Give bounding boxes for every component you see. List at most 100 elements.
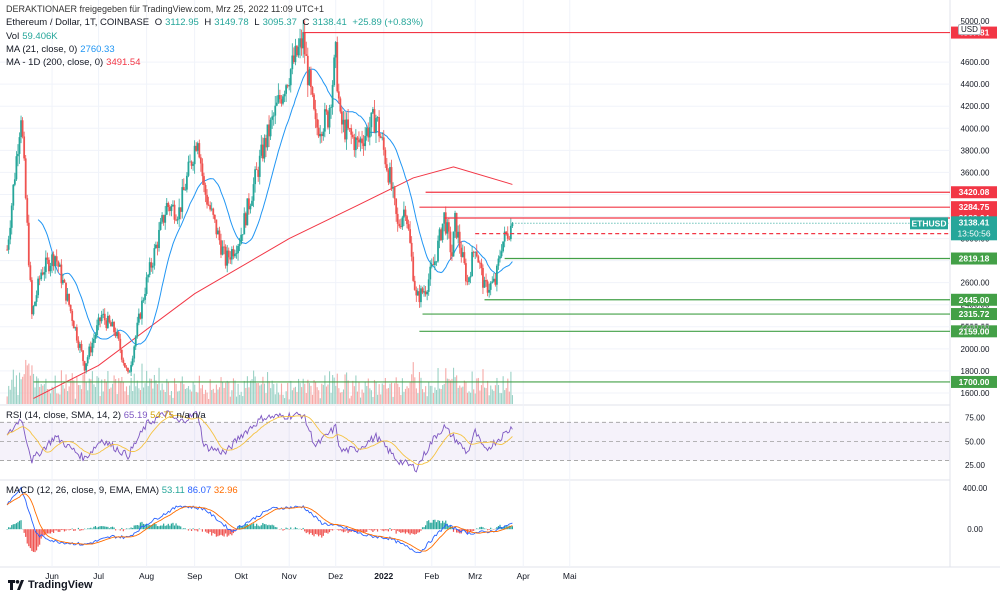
candle-body	[345, 119, 348, 140]
ma200-label[interactable]: MA - 1D (200, close, 0)	[6, 57, 104, 68]
currency-badge[interactable]: USD	[958, 24, 981, 35]
macd-histogram-bar	[438, 520, 441, 530]
rsi-value: 65.19	[123, 410, 148, 421]
macd-histogram-bar	[195, 529, 197, 531]
volume-bar	[274, 394, 276, 404]
macd-histogram-bar	[173, 525, 176, 530]
macd-histogram-bar	[79, 529, 81, 531]
macd-histogram-bar	[471, 529, 473, 532]
volume-bar	[422, 389, 424, 404]
candle-body	[308, 70, 311, 86]
candle-body	[48, 259, 50, 272]
candle-body	[347, 119, 349, 129]
candle-body	[161, 215, 163, 222]
time-tick-label: Apr	[517, 571, 530, 581]
candle-body	[187, 161, 190, 176]
candle-body	[316, 119, 318, 128]
volume-bar	[465, 382, 467, 404]
candle-body	[220, 240, 222, 255]
candle-body	[165, 202, 168, 215]
candle-body	[156, 244, 159, 249]
volume-bar	[377, 394, 379, 404]
macd-histogram-bar	[252, 523, 255, 530]
ma21-label[interactable]: MA (21, close, 0)	[6, 44, 78, 55]
macd-histogram-bar	[386, 529, 388, 531]
candle-body	[49, 265, 52, 272]
candle-body	[496, 265, 498, 285]
volume-bar	[459, 385, 461, 404]
candle-body	[86, 357, 89, 364]
volume-bar	[370, 390, 372, 404]
macd-histogram-bar	[136, 525, 138, 530]
rsi-label[interactable]: RSI (14, close, SMA, 14, 2)	[6, 410, 122, 421]
candle-body	[331, 85, 334, 108]
candle-body	[68, 293, 70, 305]
candle-body	[367, 127, 370, 138]
candle-body	[300, 38, 303, 49]
macd-histogram-bar	[101, 526, 103, 530]
macd-histogram-bar	[434, 519, 436, 530]
candle-body	[449, 231, 452, 253]
volume-bar	[296, 391, 298, 404]
candle-body	[393, 186, 396, 199]
volume-bar	[451, 378, 453, 404]
vol-label[interactable]: Vol	[6, 31, 20, 42]
volume-bar	[37, 378, 39, 404]
candle-body	[175, 219, 177, 221]
macd-histogram-bar	[490, 527, 492, 530]
volume-bar	[174, 378, 176, 404]
volume-bar	[411, 374, 413, 404]
volume-bar	[287, 382, 289, 404]
volume-bar	[497, 385, 500, 404]
macd-histogram-bar	[383, 529, 385, 532]
volume-bar	[369, 388, 371, 404]
volume-bar	[73, 380, 75, 404]
candle-body	[452, 231, 455, 257]
macd-label[interactable]: MACD (12, 26, close, 9, EMA, EMA)	[6, 485, 160, 496]
macd-histogram-bar	[287, 528, 289, 530]
symbol-label[interactable]: Ethereum / Dollar, 1T, COINBASE	[6, 17, 150, 28]
macd-histogram-bar	[177, 525, 179, 530]
ohlc-header: Ethereum / Dollar, 1T, COINBASE O 3112.95…	[6, 17, 426, 29]
volume-bar	[307, 379, 309, 404]
volume-bar	[355, 375, 357, 404]
macd-histogram-bar	[6, 529, 8, 530]
candle-body	[234, 253, 236, 257]
candle-body	[199, 157, 202, 164]
tradingview-logo[interactable]: TradingView	[8, 579, 93, 591]
candle-body	[426, 291, 429, 295]
open-label: O	[154, 17, 163, 28]
candle-body	[280, 99, 283, 104]
volume-bar	[121, 376, 123, 404]
macd-histogram-bar	[249, 525, 252, 530]
macd-histogram-bar	[37, 529, 39, 547]
macd-histogram-bar	[263, 524, 265, 530]
volume-bar	[228, 381, 230, 404]
volume-bar	[150, 378, 152, 404]
macd-histogram-bar	[349, 529, 351, 532]
candle-body	[407, 224, 410, 230]
macd-histogram-bar	[344, 529, 346, 532]
macd-histogram-bar	[347, 529, 349, 534]
candle-body	[351, 134, 354, 138]
candle-body	[263, 138, 266, 159]
volume-bar	[206, 392, 208, 404]
volume-bar	[93, 384, 95, 404]
level-tag	[951, 252, 997, 265]
candle-body	[91, 342, 94, 353]
volume-bar	[260, 384, 262, 404]
volume-bar	[487, 380, 489, 404]
time-tick-label: Mrz	[468, 571, 482, 581]
candle-body	[353, 137, 356, 151]
macd-histogram-bar	[229, 529, 231, 535]
volume-bar	[437, 368, 439, 404]
candle-body	[279, 95, 281, 100]
candle-body	[292, 55, 295, 63]
volume-bar	[59, 394, 61, 404]
volume-bar	[443, 383, 445, 404]
volume-bar	[14, 386, 16, 404]
volume-bar	[67, 391, 69, 404]
candle-body	[54, 256, 57, 267]
macd-histogram-bar	[324, 529, 326, 533]
